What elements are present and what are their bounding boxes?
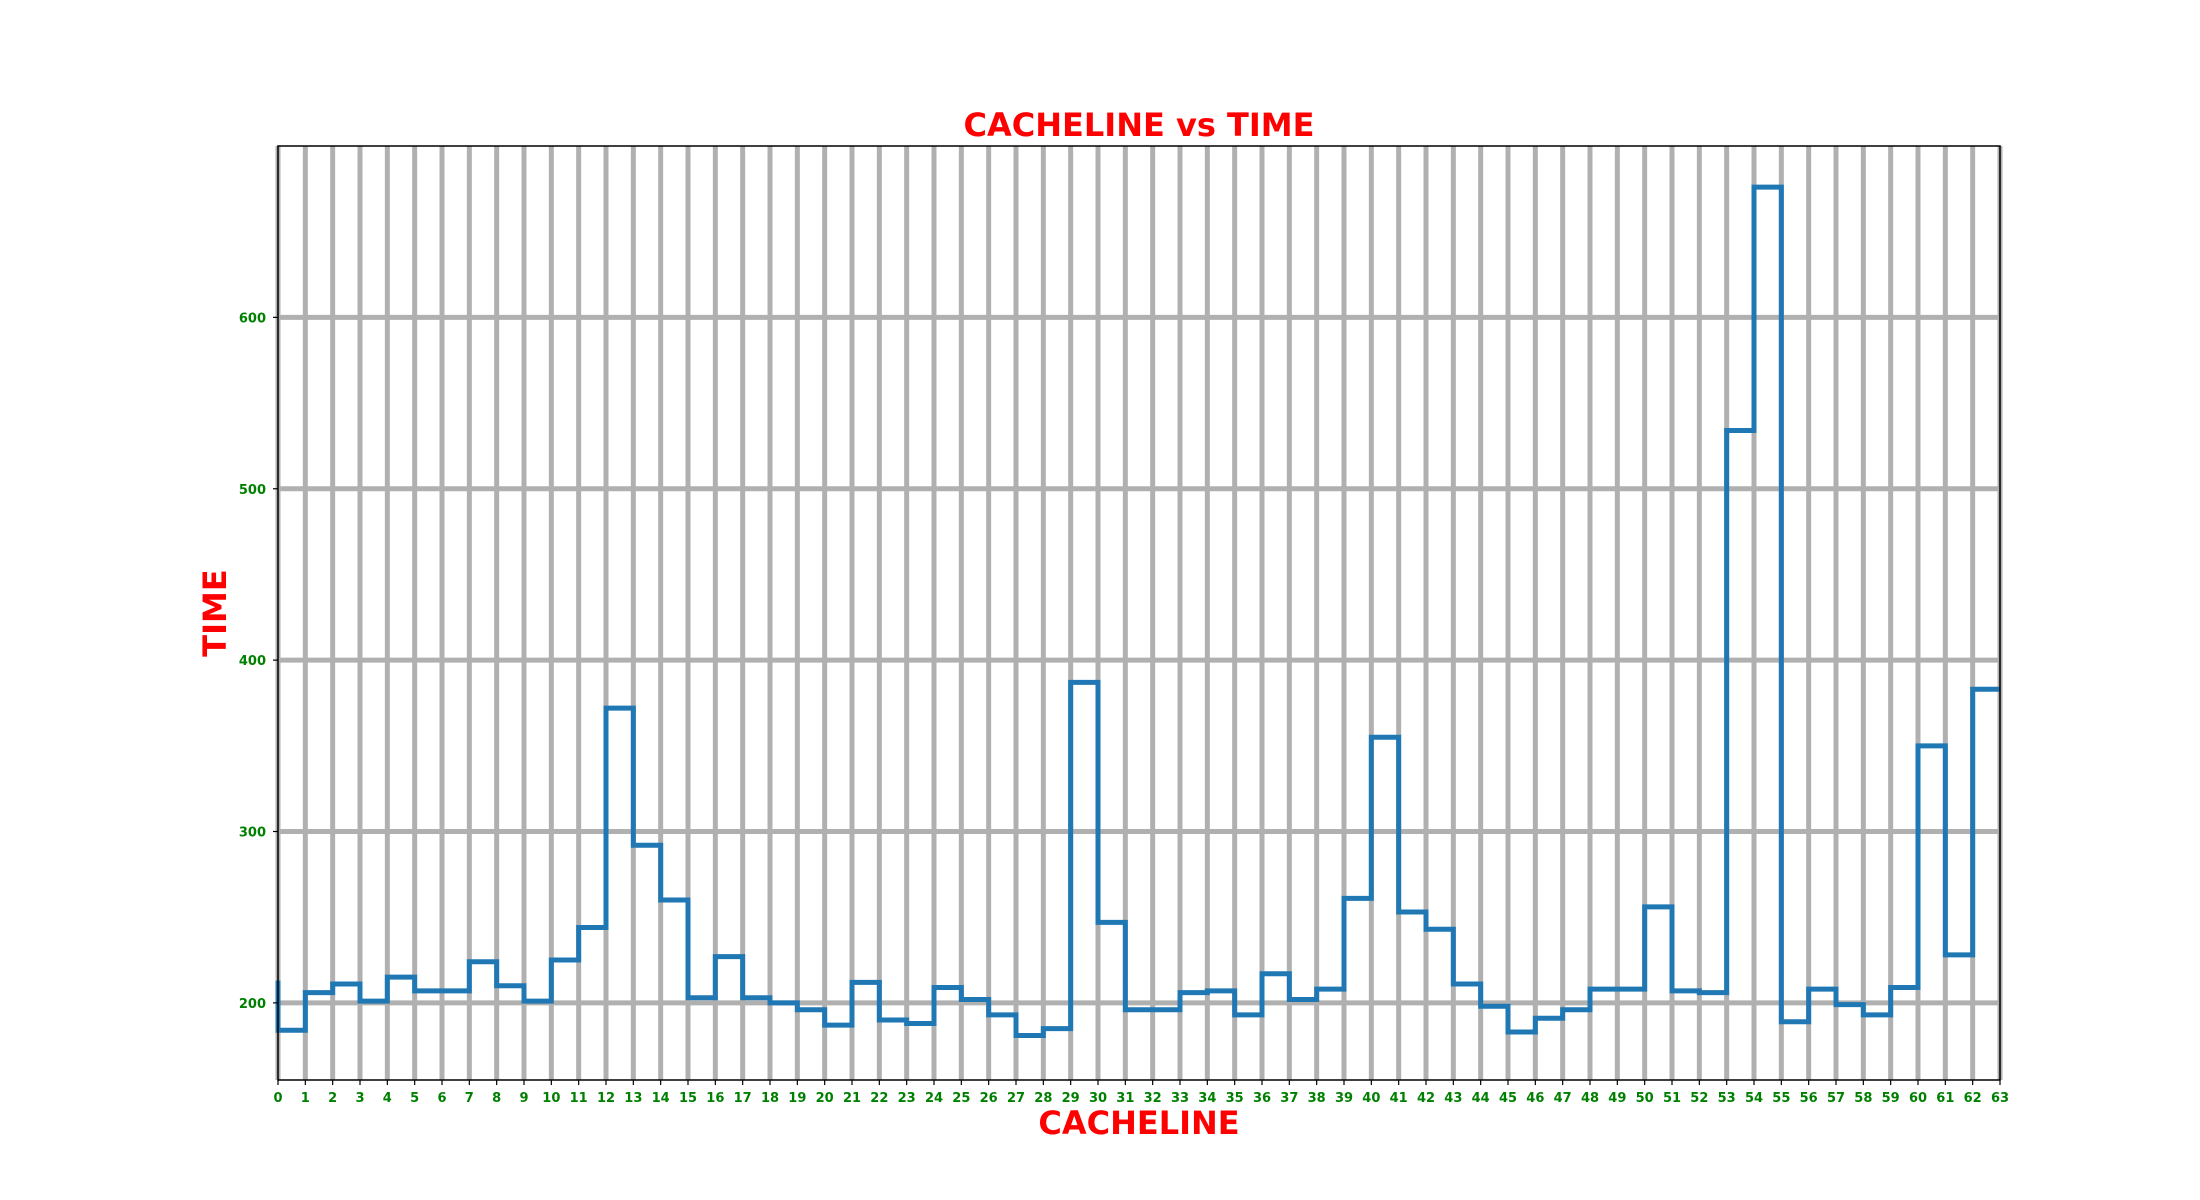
x-tick-label: 10 bbox=[542, 1091, 560, 1106]
x-tick-label: 26 bbox=[980, 1091, 998, 1106]
y-tick-label: 300 bbox=[239, 826, 266, 841]
y-tick-label: 600 bbox=[239, 311, 266, 326]
chart-title: CACHELINE vs TIME bbox=[964, 106, 1315, 144]
x-tick-label: 19 bbox=[788, 1091, 806, 1106]
x-tick-label: 1 bbox=[301, 1091, 310, 1106]
x-tick-label: 55 bbox=[1772, 1091, 1790, 1106]
x-tick-label: 56 bbox=[1800, 1091, 1818, 1106]
x-tick-label: 34 bbox=[1198, 1091, 1216, 1106]
x-tick-label: 49 bbox=[1608, 1091, 1626, 1106]
series-line bbox=[275, 184, 2000, 1038]
x-tick-label: 21 bbox=[843, 1091, 861, 1106]
x-tick-label: 39 bbox=[1335, 1091, 1353, 1106]
x-tick-label: 18 bbox=[761, 1091, 779, 1106]
x-tick-label: 7 bbox=[465, 1091, 474, 1106]
x-tick-label: 47 bbox=[1554, 1091, 1572, 1106]
x-tick-label: 57 bbox=[1827, 1091, 1845, 1106]
x-tick-label: 9 bbox=[519, 1091, 528, 1106]
x-tick-label: 50 bbox=[1636, 1091, 1654, 1106]
x-tick-label: 12 bbox=[597, 1091, 615, 1106]
y-tick-label: 400 bbox=[239, 654, 266, 669]
x-tick-label: 42 bbox=[1417, 1091, 1435, 1106]
y-tick-label: 500 bbox=[239, 483, 266, 498]
x-tick-label: 44 bbox=[1472, 1091, 1490, 1106]
x-tick-label: 32 bbox=[1144, 1091, 1162, 1106]
series-layer bbox=[275, 184, 2000, 1038]
ticks: 0 1 2 3 4 5 6 7 8 9 10 11 12 13 14 15 16 17 18 19 20 21 22 23 24… bbox=[239, 311, 2009, 1106]
x-tick-label: 23 bbox=[898, 1091, 916, 1106]
x-tick-label: 5 bbox=[410, 1091, 419, 1106]
x-axis-label: CACHELINE bbox=[1038, 1104, 1239, 1142]
x-tick-label: 4 bbox=[383, 1091, 392, 1106]
x-tick-label: 62 bbox=[1964, 1091, 1982, 1106]
x-tick-label: 0 bbox=[273, 1091, 282, 1106]
x-tick-label: 13 bbox=[624, 1091, 642, 1106]
x-tick-label: 52 bbox=[1690, 1091, 1708, 1106]
x-tick-label: 38 bbox=[1308, 1091, 1326, 1106]
x-tick-label: 61 bbox=[1936, 1091, 1954, 1106]
x-tick-label: 14 bbox=[652, 1091, 670, 1106]
x-tick-label: 54 bbox=[1745, 1091, 1763, 1106]
x-tick-label: 30 bbox=[1089, 1091, 1107, 1106]
x-tick-label: 40 bbox=[1362, 1091, 1380, 1106]
x-tick-label: 45 bbox=[1499, 1091, 1517, 1106]
x-tick-label: 6 bbox=[437, 1091, 446, 1106]
x-tick-label: 16 bbox=[706, 1091, 724, 1106]
x-tick-label: 20 bbox=[816, 1091, 834, 1106]
x-tick-label: 60 bbox=[1909, 1091, 1927, 1106]
x-tick-label: 24 bbox=[925, 1091, 943, 1106]
x-tick-label: 17 bbox=[734, 1091, 752, 1106]
x-tick-label: 15 bbox=[679, 1091, 697, 1106]
x-tick-label: 8 bbox=[492, 1091, 501, 1106]
x-tick-label: 28 bbox=[1034, 1091, 1052, 1106]
x-tick-label: 27 bbox=[1007, 1091, 1025, 1106]
x-tick-label: 46 bbox=[1526, 1091, 1544, 1106]
x-tick-label: 48 bbox=[1581, 1091, 1599, 1106]
plot-frame bbox=[277, 145, 2001, 1081]
y-axis-label: TIME bbox=[196, 569, 234, 656]
x-tick-label: 63 bbox=[1991, 1091, 2009, 1106]
x-tick-label: 35 bbox=[1226, 1091, 1244, 1106]
x-tick-label: 22 bbox=[870, 1091, 888, 1106]
x-tick-label: 33 bbox=[1171, 1091, 1189, 1106]
x-tick-label: 41 bbox=[1390, 1091, 1408, 1106]
y-tick-label: 200 bbox=[239, 997, 266, 1012]
grid bbox=[275, 146, 2003, 1080]
x-tick-label: 29 bbox=[1062, 1091, 1080, 1106]
x-tick-label: 37 bbox=[1280, 1091, 1298, 1106]
x-tick-label: 53 bbox=[1718, 1091, 1736, 1106]
x-tick-label: 59 bbox=[1882, 1091, 1900, 1106]
x-tick-label: 51 bbox=[1663, 1091, 1681, 1106]
x-tick-label: 43 bbox=[1444, 1091, 1462, 1106]
x-tick-label: 3 bbox=[355, 1091, 364, 1106]
x-tick-label: 2 bbox=[328, 1091, 337, 1106]
x-tick-label: 58 bbox=[1854, 1091, 1872, 1106]
x-tick-label: 11 bbox=[570, 1091, 588, 1106]
x-tick-label: 25 bbox=[952, 1091, 970, 1106]
x-tick-label: 31 bbox=[1116, 1091, 1134, 1106]
x-tick-label: 36 bbox=[1253, 1091, 1271, 1106]
